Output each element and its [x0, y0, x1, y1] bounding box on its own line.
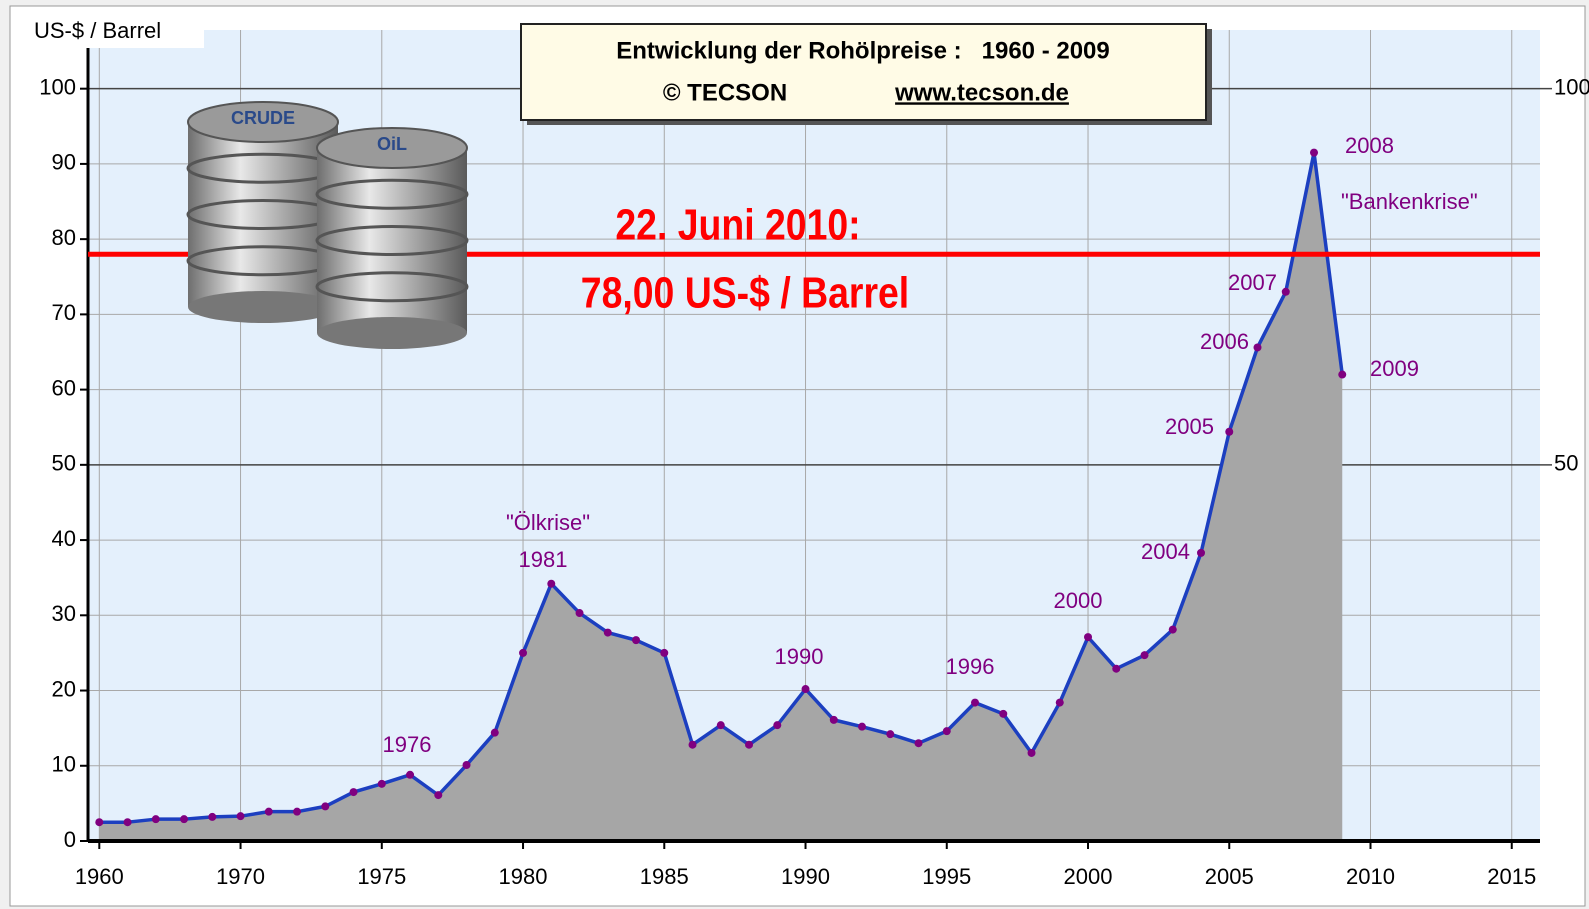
data-point	[124, 818, 132, 826]
data-point	[1282, 288, 1290, 296]
annotation: 2007	[1228, 270, 1277, 295]
data-point	[971, 699, 979, 707]
x-tick-label: 2005	[1205, 864, 1254, 889]
y-tick-label: 20	[52, 676, 76, 701]
y-tick-label: 90	[52, 150, 76, 175]
x-tick-label: 1995	[922, 864, 971, 889]
annotation: 2006	[1200, 329, 1249, 354]
annotation: 2005	[1165, 414, 1214, 439]
data-point	[886, 730, 894, 738]
data-point	[293, 808, 301, 816]
x-tick-label: 1990	[781, 864, 830, 889]
data-point	[943, 727, 951, 735]
barrel-text: OiL	[377, 134, 407, 154]
data-point	[321, 802, 329, 810]
data-point	[95, 818, 103, 826]
data-point	[463, 761, 471, 769]
data-point	[406, 771, 414, 779]
annotation: 2009	[1370, 356, 1419, 381]
data-point	[1141, 651, 1149, 659]
data-point	[660, 649, 668, 657]
barrel-body	[188, 122, 338, 307]
chart: 50 100 0 10 20 30 40 50 60 70 80 90 100 1960 1970 1975 1…	[0, 0, 1589, 909]
y-tick-label: 100	[39, 74, 76, 99]
data-point	[1310, 149, 1318, 157]
data-point	[434, 791, 442, 799]
y-tick-label: 60	[52, 375, 76, 400]
data-point	[576, 609, 584, 617]
data-point	[1056, 699, 1064, 707]
data-point	[1028, 749, 1036, 757]
data-point	[604, 629, 612, 637]
data-point	[717, 721, 725, 729]
chart-title: Entwicklung der Rohölpreise : 1960 - 200…	[616, 37, 1110, 64]
data-point	[1197, 549, 1205, 557]
x-tick-label: 2015	[1487, 864, 1536, 889]
data-point	[491, 729, 499, 737]
data-point	[378, 780, 386, 788]
y-tick-label: 30	[52, 601, 76, 626]
data-point	[830, 716, 838, 724]
data-point	[858, 723, 866, 731]
annotation: "Bankenkrise"	[1341, 189, 1478, 214]
data-point	[745, 741, 753, 749]
annotation: 1981	[519, 547, 568, 572]
x-tick-label: 2000	[1064, 864, 1113, 889]
y-tick-label: 70	[52, 300, 76, 325]
annotation: "Ölkrise"	[506, 510, 590, 535]
barrel-body	[317, 148, 467, 333]
data-point	[265, 808, 273, 816]
annotation: 1976	[383, 732, 432, 757]
y-tick-label: 40	[52, 526, 76, 551]
y-tick-label: 50	[52, 451, 76, 476]
data-point	[180, 815, 188, 823]
annotation: 1990	[775, 644, 824, 669]
y-tick-label: 10	[52, 752, 76, 777]
x-tick-label: 1985	[640, 864, 689, 889]
data-point	[802, 685, 810, 693]
data-point	[152, 815, 160, 823]
data-point	[237, 812, 245, 820]
x-tick-label: 1970	[216, 864, 265, 889]
annotation: 2004	[1141, 539, 1190, 564]
data-point	[1225, 428, 1233, 436]
x-tick-label: 1960	[75, 864, 124, 889]
annotation: 2000	[1054, 588, 1103, 613]
data-point	[915, 739, 923, 747]
data-point	[1169, 626, 1177, 634]
chart-title: www.tecson.de	[894, 79, 1069, 106]
y-tick-label: 80	[52, 225, 76, 250]
data-point	[1338, 371, 1346, 379]
annotation: 1996	[946, 654, 995, 679]
x-tick-label: 2010	[1346, 864, 1395, 889]
x-tick-label: 1980	[499, 864, 548, 889]
barrel-bottom	[188, 291, 338, 323]
barrel-bottom	[317, 317, 467, 349]
reference-label: 78,00 US-$ / Barrel	[581, 268, 909, 318]
data-point	[1112, 665, 1120, 673]
data-point	[350, 788, 358, 796]
data-point	[999, 710, 1007, 718]
y2-tick-label: 50	[1554, 451, 1578, 476]
data-point	[1254, 343, 1262, 351]
data-point	[689, 741, 697, 749]
data-point	[1084, 633, 1092, 641]
page: {"chart_data": { "type": "area", "title"…	[0, 0, 1589, 909]
reference-label: 22. Juni 2010:	[615, 200, 860, 250]
data-point	[519, 649, 527, 657]
x-tick-label: 1975	[357, 864, 406, 889]
y-axis-label: US-$ / Barrel	[34, 18, 161, 43]
y-tick-label: 0	[64, 827, 76, 852]
data-point	[632, 636, 640, 644]
y2-tick-label: 100	[1554, 74, 1589, 99]
barrel-text: CRUDE	[231, 108, 295, 128]
data-point	[773, 721, 781, 729]
annotation: 2008	[1345, 133, 1394, 158]
data-point	[547, 580, 555, 588]
data-point	[208, 813, 216, 821]
chart-title: © TECSON	[663, 79, 787, 106]
